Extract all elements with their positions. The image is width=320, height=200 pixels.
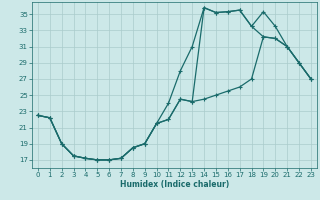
X-axis label: Humidex (Indice chaleur): Humidex (Indice chaleur) xyxy=(120,180,229,189)
